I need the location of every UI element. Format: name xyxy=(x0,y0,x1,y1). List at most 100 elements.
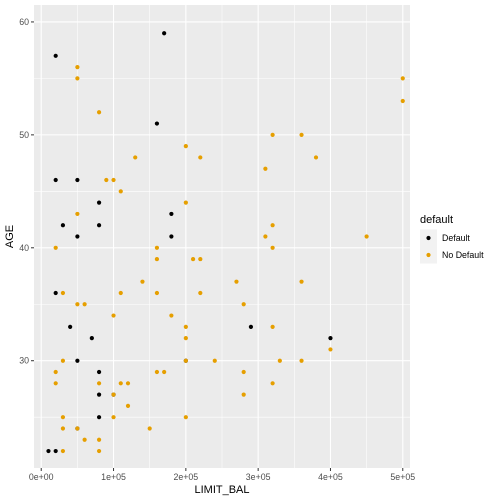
x-tick-label: 3e+05 xyxy=(246,472,271,482)
data-point xyxy=(60,415,66,420)
data-point xyxy=(270,223,275,228)
data-point xyxy=(111,392,116,397)
data-point xyxy=(328,336,333,341)
y-tick-label: 40 xyxy=(19,243,29,253)
data-point xyxy=(111,415,116,420)
y-axis-label: AGE xyxy=(4,225,16,248)
x-tick-label: 4e+05 xyxy=(318,472,343,482)
data-point xyxy=(169,313,174,318)
data-point xyxy=(140,279,145,284)
data-point xyxy=(154,245,160,250)
x-axis: 0e+00 1e+05 2e+05 3e+05 4e+05 5e+05 xyxy=(29,468,415,482)
data-point xyxy=(53,448,58,454)
data-point xyxy=(198,155,203,160)
data-point xyxy=(96,110,102,115)
legend-title: default xyxy=(420,214,453,226)
data-point xyxy=(75,211,80,217)
minor-gridlines xyxy=(34,5,410,468)
data-point xyxy=(154,256,160,262)
data-point xyxy=(183,144,188,149)
data-point xyxy=(277,358,282,363)
data-point xyxy=(53,381,58,386)
x-tick-label: 0e+00 xyxy=(29,472,54,482)
data-point xyxy=(125,403,131,408)
y-axis: 30 40 50 60 xyxy=(19,17,34,366)
data-point xyxy=(162,31,167,36)
data-point xyxy=(154,369,160,375)
data-point xyxy=(162,369,167,375)
data-point xyxy=(118,290,123,296)
data-point xyxy=(299,132,304,137)
data-point xyxy=(75,76,80,81)
data-point xyxy=(183,324,188,329)
data-point xyxy=(82,437,87,442)
data-point xyxy=(169,211,174,217)
data-point xyxy=(96,392,102,397)
data-point xyxy=(400,98,405,104)
data-point xyxy=(96,448,102,454)
data-point xyxy=(60,223,66,228)
data-point xyxy=(96,437,102,442)
data-point xyxy=(147,426,152,431)
data-point xyxy=(68,324,73,329)
data-point xyxy=(75,302,80,307)
data-point xyxy=(96,200,102,205)
data-point xyxy=(212,358,217,363)
data-point xyxy=(183,200,188,205)
data-point xyxy=(60,426,66,431)
data-point xyxy=(198,256,203,262)
data-points xyxy=(46,31,405,454)
data-point xyxy=(75,234,80,239)
data-point xyxy=(270,381,275,386)
legend-marker xyxy=(426,235,431,241)
data-point xyxy=(82,302,87,307)
data-point xyxy=(75,426,80,431)
data-point xyxy=(270,245,275,250)
data-point xyxy=(241,302,246,307)
data-point xyxy=(263,234,268,239)
data-point xyxy=(154,290,160,296)
legend: default Default No Default xyxy=(420,214,484,264)
data-point xyxy=(96,223,102,228)
data-point xyxy=(263,166,268,171)
data-point xyxy=(241,369,246,375)
data-point xyxy=(183,336,188,341)
data-point xyxy=(118,189,123,194)
data-point xyxy=(60,290,66,296)
y-tick-label: 50 xyxy=(19,130,29,140)
data-point xyxy=(46,448,51,454)
data-point xyxy=(198,290,203,296)
x-tick-label: 1e+05 xyxy=(101,472,126,482)
data-point xyxy=(75,177,80,183)
data-point xyxy=(53,369,58,375)
data-point xyxy=(96,369,102,375)
data-point xyxy=(96,381,102,386)
data-point xyxy=(190,256,196,262)
data-point xyxy=(53,177,58,183)
data-point xyxy=(75,65,80,70)
data-point xyxy=(60,358,66,363)
data-point xyxy=(183,358,188,363)
data-point xyxy=(313,155,319,160)
data-point xyxy=(270,324,275,329)
legend-marker xyxy=(426,252,431,258)
x-axis-label: LIMIT_BAL xyxy=(194,484,249,496)
data-point xyxy=(104,177,109,183)
data-point xyxy=(328,347,333,352)
data-point xyxy=(111,313,116,318)
data-point xyxy=(241,392,246,397)
data-point xyxy=(248,324,254,329)
data-point xyxy=(60,448,66,454)
data-point xyxy=(299,358,304,363)
legend-label: No Default xyxy=(442,250,484,260)
data-point xyxy=(89,336,94,341)
data-point xyxy=(270,132,275,137)
data-point xyxy=(111,177,116,183)
legend-label: Default xyxy=(442,233,470,243)
data-point xyxy=(125,381,131,386)
data-point xyxy=(53,53,58,58)
data-point xyxy=(75,358,80,363)
data-point xyxy=(183,415,188,420)
data-point xyxy=(53,245,58,250)
